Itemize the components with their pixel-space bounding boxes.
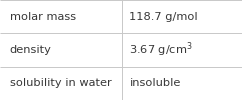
- Text: density: density: [10, 45, 52, 55]
- Bar: [0, 0, 122, 33]
- Text: solubility in water: solubility in water: [10, 78, 111, 88]
- Bar: [122, 0, 242, 33]
- Bar: [122, 67, 242, 100]
- Text: 3.67 g/cm$^3$: 3.67 g/cm$^3$: [129, 41, 193, 59]
- Bar: [122, 33, 242, 67]
- Bar: [0, 33, 122, 67]
- Bar: [0, 67, 122, 100]
- Text: molar mass: molar mass: [10, 12, 76, 22]
- Text: 118.7 g/mol: 118.7 g/mol: [129, 12, 198, 22]
- Text: insoluble: insoluble: [129, 78, 181, 88]
